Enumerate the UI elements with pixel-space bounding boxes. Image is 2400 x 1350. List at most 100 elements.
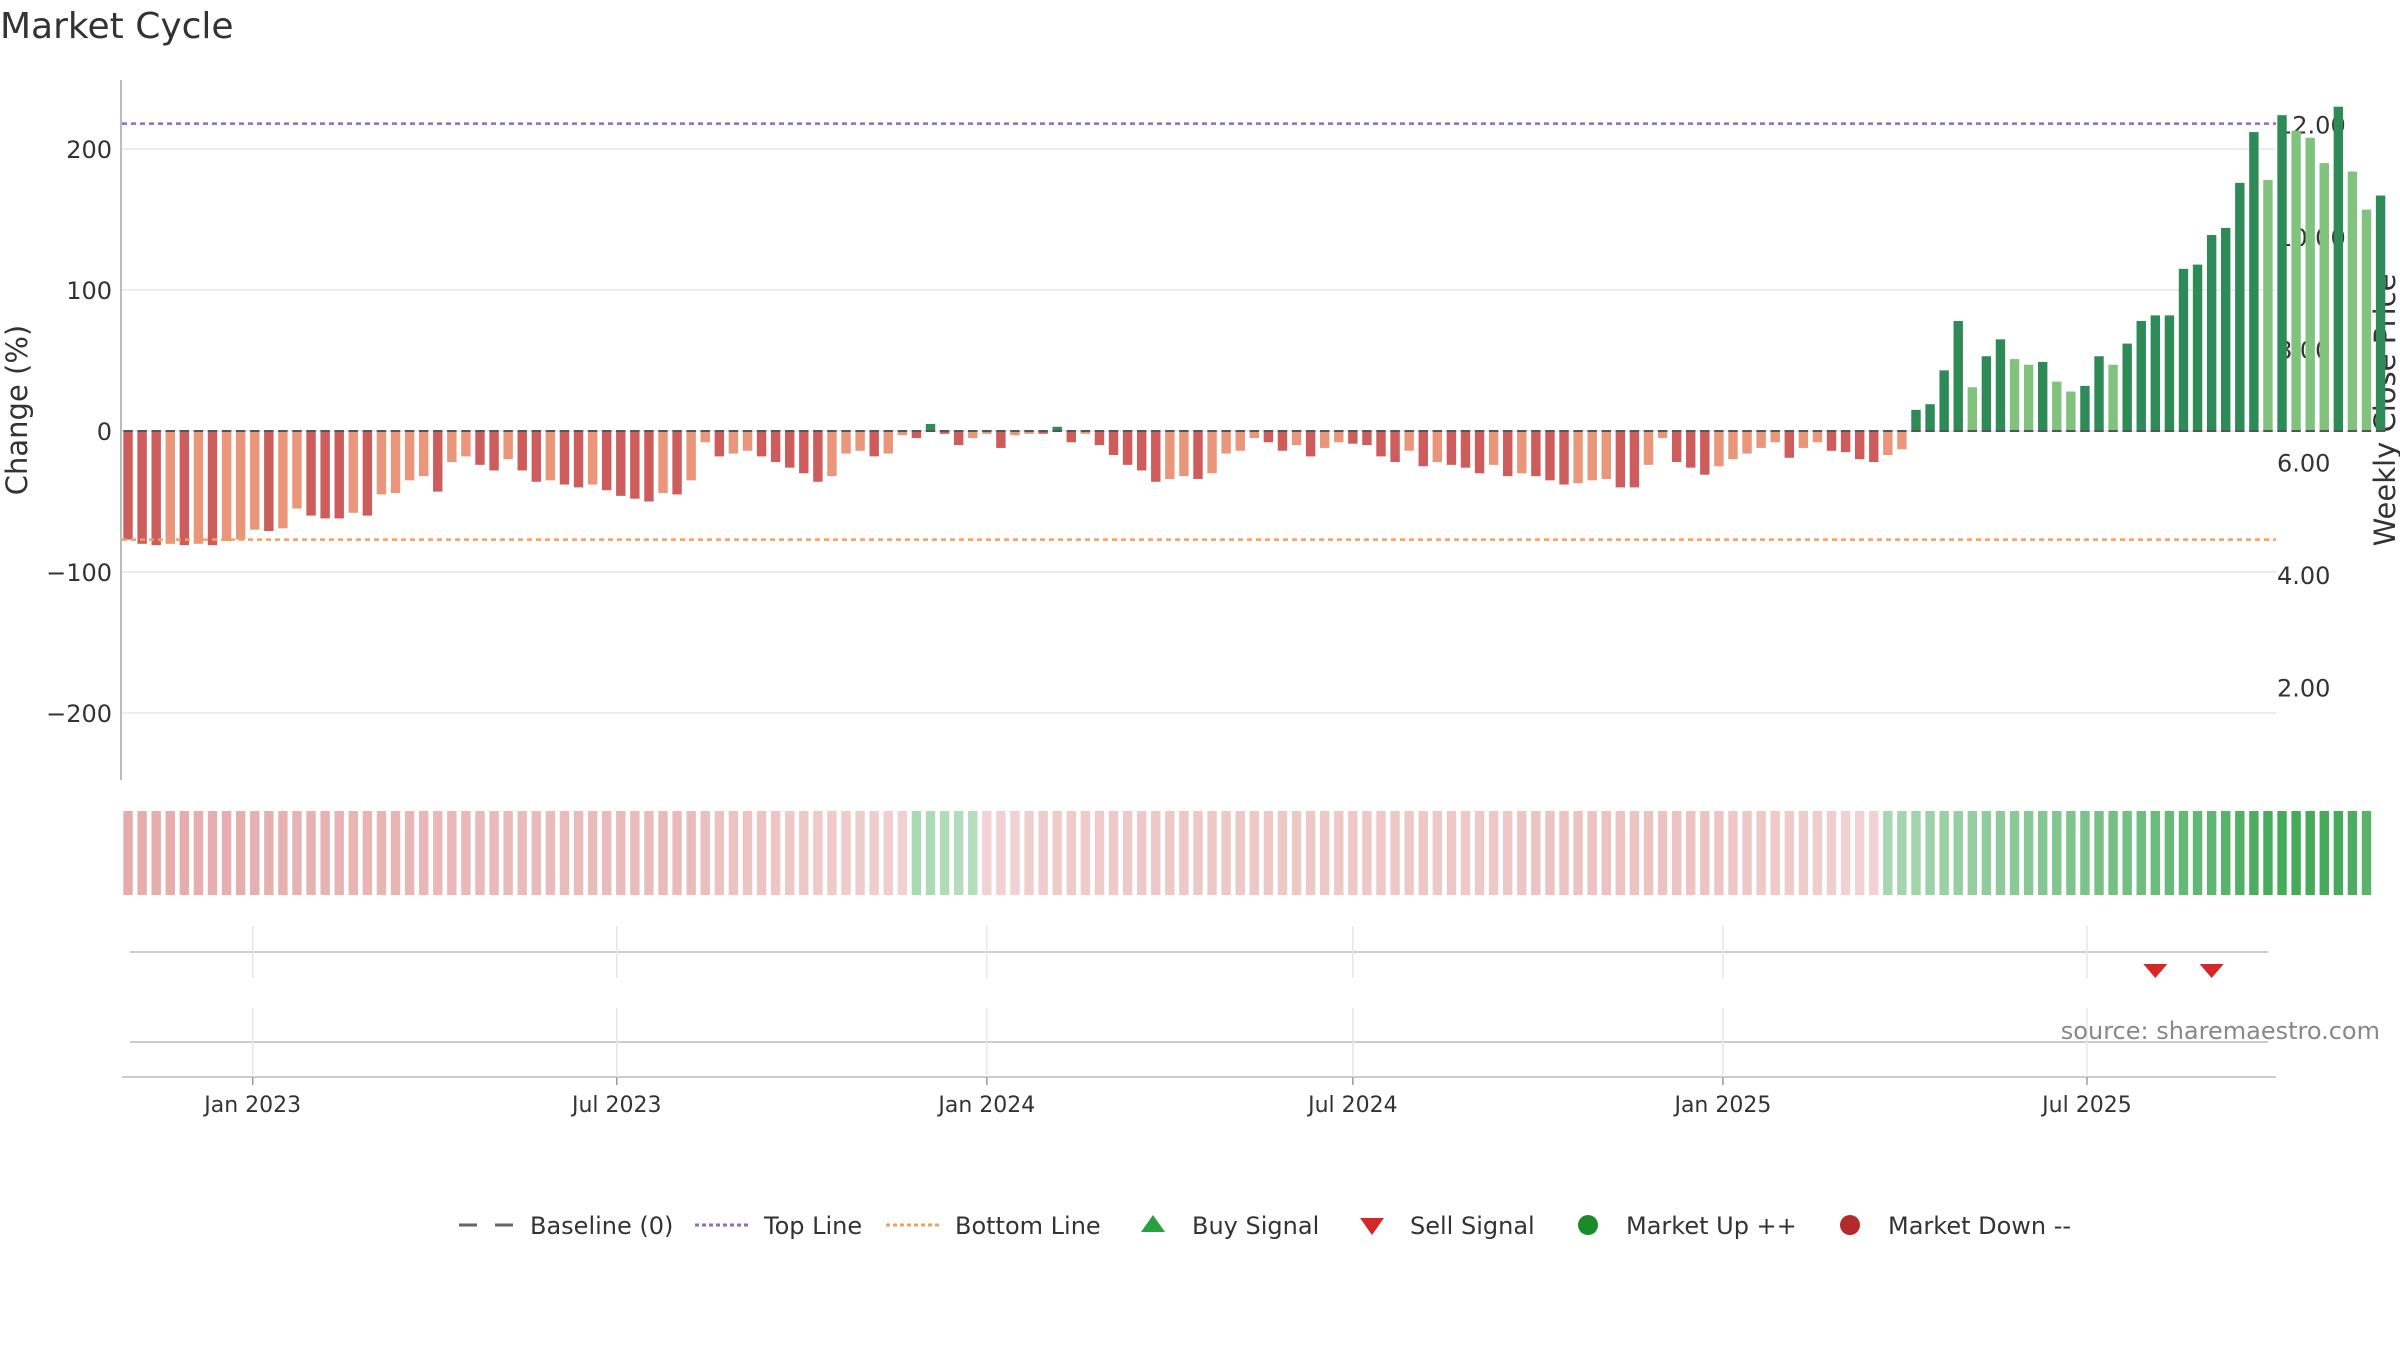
change-bar xyxy=(1291,431,1302,446)
signal-markers xyxy=(2143,964,2224,978)
ranking-cell xyxy=(1657,811,1668,895)
ranking-cell xyxy=(1643,811,1654,895)
change-bar xyxy=(1770,431,1780,443)
ranking-cell xyxy=(2206,811,2217,895)
change-bar xyxy=(1376,431,1386,457)
change-bar xyxy=(1601,431,1611,479)
change-bar xyxy=(461,431,471,457)
change-bar xyxy=(1897,431,1907,450)
ranking-cell xyxy=(742,811,753,895)
ranking-cell xyxy=(1854,811,1865,895)
change-bar xyxy=(573,431,584,488)
ranking-cell xyxy=(404,811,415,895)
change-bar xyxy=(1826,431,1837,451)
ranking-cell xyxy=(2052,811,2062,895)
ranking-cell xyxy=(545,811,556,895)
change-bar xyxy=(1038,431,1048,434)
ranking-cell xyxy=(1207,811,1217,895)
y-tick-label: −200 xyxy=(46,700,112,728)
ranking-cell xyxy=(1291,811,1302,895)
ranking-cell xyxy=(362,811,373,895)
change-bar xyxy=(1179,431,1189,477)
change-bar xyxy=(1503,431,1513,477)
ranking-cell xyxy=(2235,811,2245,895)
change-bar xyxy=(2164,315,2175,431)
y-tick-label: 200 xyxy=(66,136,112,164)
change-bar xyxy=(1854,431,1865,460)
change-bar xyxy=(925,423,936,431)
change-bar xyxy=(207,431,218,546)
change-bar xyxy=(587,431,598,485)
ranking-cell xyxy=(925,811,936,895)
change-bar xyxy=(2263,180,2273,431)
sell-signal-marker xyxy=(2199,964,2224,978)
ranking-cell xyxy=(1897,811,1907,895)
change-bar xyxy=(1812,431,1823,443)
change-bar xyxy=(1221,431,1231,454)
change-bars xyxy=(123,106,2386,546)
ranking-cell xyxy=(489,811,499,895)
ranking-cell xyxy=(770,811,781,895)
ranking-cell xyxy=(2319,811,2329,895)
change-bar xyxy=(996,431,1006,448)
ranking-cell xyxy=(2221,811,2231,895)
ranking-cell xyxy=(1249,811,1260,895)
ranking-cell xyxy=(1770,811,1780,895)
change-bar xyxy=(433,431,443,492)
ranking-cell xyxy=(1024,811,1034,895)
x-tick-label: Jan 2024 xyxy=(936,1093,1035,1118)
change-bar xyxy=(813,431,823,482)
ranking-cell xyxy=(672,811,682,895)
ranking-cell xyxy=(756,811,767,895)
change-bar xyxy=(1263,431,1274,443)
change-bar xyxy=(559,431,570,485)
ranking-cell xyxy=(1503,811,1513,895)
ranking-cell xyxy=(1686,811,1696,895)
ranking-cell xyxy=(1798,811,1809,895)
change-bar xyxy=(2249,132,2259,431)
ranking-cell xyxy=(1108,811,1119,895)
change-bar xyxy=(1080,431,1091,434)
change-bar xyxy=(616,431,626,496)
change-bar xyxy=(193,431,204,544)
ranking-cell xyxy=(1080,811,1091,895)
ranking-cell xyxy=(1925,811,1935,895)
change-bar xyxy=(1122,431,1133,465)
ranking-cell xyxy=(714,811,725,895)
change-bar xyxy=(1911,409,1921,431)
x-tick-label: Jan 2025 xyxy=(1672,1093,1771,1118)
ranking-cell xyxy=(1728,811,1738,895)
change-bar xyxy=(1545,431,1555,481)
ranking-cell xyxy=(433,811,443,895)
change-bar xyxy=(1488,431,1499,465)
ranking-cell xyxy=(376,811,387,895)
x-tick-label: Jan 2023 xyxy=(202,1093,301,1118)
change-bar xyxy=(1362,431,1372,446)
ranking-cell xyxy=(165,811,175,895)
ranking-cell xyxy=(1995,811,2006,895)
ranking-cell xyxy=(517,811,527,895)
ranking-cell xyxy=(996,811,1006,895)
change-bar xyxy=(1784,431,1794,458)
change-bar xyxy=(2052,381,2062,431)
ranking-cell xyxy=(390,811,401,895)
legend-label: Baseline (0) xyxy=(530,1212,673,1240)
ranking-cell xyxy=(1122,811,1133,895)
change-bar xyxy=(968,431,978,439)
y2-tick-label: 4.00 xyxy=(2277,562,2330,590)
ranking-cell xyxy=(2192,811,2203,895)
ranking-cell xyxy=(911,811,922,895)
x-tick-label: Jul 2025 xyxy=(2040,1093,2132,1118)
y-tick-label: 0 xyxy=(97,418,112,446)
ranking-cell xyxy=(461,811,471,895)
change-bar xyxy=(2333,106,2344,431)
change-bar xyxy=(137,431,147,544)
ranking-cell xyxy=(1305,811,1316,895)
y2-tick-label: 6.00 xyxy=(2277,449,2330,477)
ranking-cell xyxy=(1066,811,1076,895)
change-bar xyxy=(883,431,893,454)
change-bar xyxy=(390,431,401,494)
chart-title: Market Cycle xyxy=(0,6,234,47)
change-bar xyxy=(2375,195,2386,431)
ranking-cell xyxy=(1221,811,1231,895)
